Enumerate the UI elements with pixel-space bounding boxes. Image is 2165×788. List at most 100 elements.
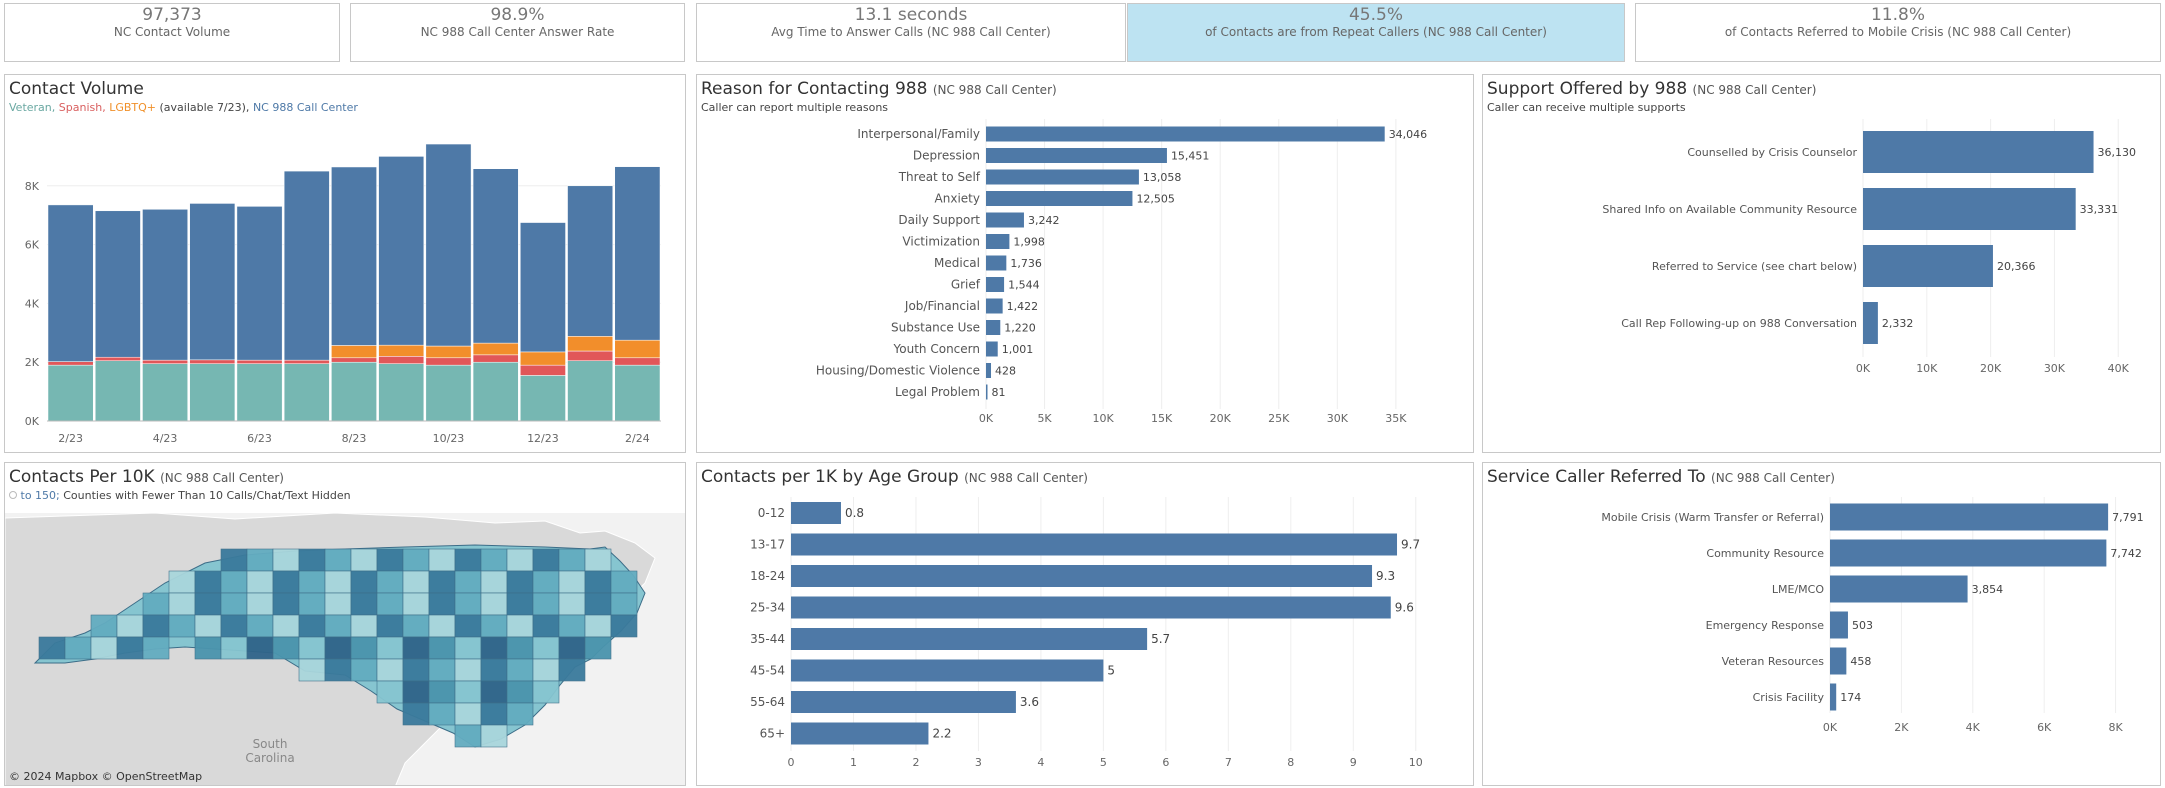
category-label: Call Rep Following-up on 988 Conversatio… xyxy=(1621,317,1857,330)
bar-veteran[interactable] xyxy=(47,364,94,422)
bar[interactable] xyxy=(791,659,1104,682)
bar[interactable] xyxy=(1830,611,1848,639)
bar-veteran[interactable] xyxy=(236,363,283,422)
legend-nc-call-center[interactable]: NC 988 Call Center xyxy=(252,101,358,114)
bar-nc-988-call-center[interactable] xyxy=(47,204,94,362)
map-attribution[interactable]: © 2024 Mapbox © OpenStreetMap xyxy=(9,770,203,783)
bar[interactable] xyxy=(986,169,1139,185)
bar-lgbtq-[interactable] xyxy=(378,344,425,357)
legend-spanish[interactable]: Spanish, xyxy=(58,101,106,114)
bar-nc-988-call-center[interactable] xyxy=(94,210,141,358)
bar-nc-988-call-center[interactable] xyxy=(283,170,330,361)
bar-veteran[interactable] xyxy=(378,363,425,422)
bar[interactable] xyxy=(1830,503,2109,531)
kpi-repeat-callers[interactable]: 45.5% of Contacts are from Repeat Caller… xyxy=(1127,3,1625,62)
bar-nc-988-call-center[interactable] xyxy=(142,209,188,361)
bar-spanish[interactable] xyxy=(142,359,188,364)
bar-nc-988-call-center[interactable] xyxy=(189,203,236,361)
bar[interactable] xyxy=(986,277,1005,292)
bar-spanish[interactable] xyxy=(283,359,330,364)
bar[interactable] xyxy=(1830,647,1847,675)
nc-county-map[interactable]: South Carolina xyxy=(5,463,686,786)
bar-spanish[interactable] xyxy=(94,356,141,361)
panel-title-source: (NC 988 Call Center) xyxy=(1711,471,1835,485)
bar[interactable] xyxy=(1830,575,1968,603)
bar[interactable] xyxy=(986,255,1007,271)
bar[interactable] xyxy=(1863,302,1878,344)
bar[interactable] xyxy=(986,320,1001,335)
bar[interactable] xyxy=(1863,131,2094,173)
bar-spanish[interactable] xyxy=(425,357,472,366)
bar-spanish[interactable] xyxy=(189,359,236,364)
bar-veteran[interactable] xyxy=(142,363,188,422)
x-tick-label: 4/23 xyxy=(153,432,178,445)
bar-spanish[interactable] xyxy=(236,359,283,364)
bar[interactable] xyxy=(986,212,1024,228)
bar-nc-988-call-center[interactable] xyxy=(236,206,283,361)
kpi-time-to-answer[interactable]: 13.1 seconds Avg Time to Answer Calls (N… xyxy=(696,3,1126,62)
bar-spanish[interactable] xyxy=(331,357,377,363)
bar-veteran[interactable] xyxy=(614,364,661,422)
bar-lgbtq-[interactable] xyxy=(425,345,472,359)
bar[interactable] xyxy=(986,384,988,400)
bar-veteran[interactable] xyxy=(472,361,519,422)
bar-veteran[interactable] xyxy=(331,361,377,422)
bar-nc-988-call-center[interactable] xyxy=(425,143,472,347)
bar-lgbtq-[interactable] xyxy=(520,351,566,366)
data-label: 0.8 xyxy=(845,506,864,520)
bar-spanish[interactable] xyxy=(472,354,519,363)
county-tile xyxy=(454,592,482,616)
bar-lgbtq-[interactable] xyxy=(472,342,519,356)
bar[interactable] xyxy=(986,363,992,378)
category-label: 55-64 xyxy=(750,695,785,709)
bar[interactable] xyxy=(1863,188,2076,230)
bar[interactable] xyxy=(791,596,1391,619)
kpi-mobile-crisis[interactable]: 11.8% of Contacts Referred to Mobile Cri… xyxy=(1635,3,2161,62)
bar-spanish[interactable] xyxy=(378,356,425,364)
bar-spanish[interactable] xyxy=(614,357,661,366)
kpi-contact-volume[interactable]: 97,373 NC Contact Volume xyxy=(4,3,340,62)
bar[interactable] xyxy=(986,234,1010,249)
bar-lgbtq-[interactable] xyxy=(331,345,377,359)
panel-title-source: (NC 988 Call Center) xyxy=(1692,83,1817,97)
bar-spanish[interactable] xyxy=(47,361,94,366)
county-tile xyxy=(324,614,352,638)
x-tick-label: 40K xyxy=(2108,362,2130,375)
bar-nc-988-call-center[interactable] xyxy=(472,168,519,344)
bar-nc-988-call-center[interactable] xyxy=(614,166,661,341)
bar[interactable] xyxy=(791,502,841,524)
bar[interactable] xyxy=(1863,245,1993,287)
bar[interactable] xyxy=(986,126,1385,142)
bar-veteran[interactable] xyxy=(520,375,566,422)
category-label: 35-44 xyxy=(750,632,785,646)
bar[interactable] xyxy=(986,191,1133,206)
bar-spanish[interactable] xyxy=(520,364,566,376)
bar-nc-988-call-center[interactable] xyxy=(520,222,566,353)
bar-veteran[interactable] xyxy=(567,360,614,422)
bar-spanish[interactable] xyxy=(567,350,614,361)
bar[interactable] xyxy=(791,628,1148,650)
bar-veteran[interactable] xyxy=(189,363,236,422)
bar-lgbtq-[interactable] xyxy=(567,336,614,352)
bar-veteran[interactable] xyxy=(94,360,141,422)
bar[interactable] xyxy=(986,341,998,357)
bar[interactable] xyxy=(791,722,929,745)
bar[interactable] xyxy=(791,565,1373,587)
panel-subtitle: Caller can receive multiple supports xyxy=(1487,101,1686,114)
bar[interactable] xyxy=(1830,539,2107,567)
bar[interactable] xyxy=(986,148,1167,163)
bar-veteran[interactable] xyxy=(283,363,330,422)
panel-title-text: Contacts per 1K by Age Group xyxy=(701,467,959,487)
bar-veteran[interactable] xyxy=(425,364,472,422)
bar-nc-988-call-center[interactable] xyxy=(567,185,614,337)
bar[interactable] xyxy=(791,691,1016,713)
bar-nc-988-call-center[interactable] xyxy=(378,156,425,346)
kpi-answer-rate[interactable]: 98.9% NC 988 Call Center Answer Rate xyxy=(350,3,685,62)
bar[interactable] xyxy=(791,533,1398,556)
bar[interactable] xyxy=(986,298,1003,314)
bar[interactable] xyxy=(1830,683,1837,711)
bar-lgbtq-[interactable] xyxy=(614,339,661,359)
legend-lgbtq[interactable]: LGBTQ+ xyxy=(109,101,156,114)
legend-veteran[interactable]: Veteran, xyxy=(9,101,56,114)
bar-nc-988-call-center[interactable] xyxy=(331,166,377,346)
